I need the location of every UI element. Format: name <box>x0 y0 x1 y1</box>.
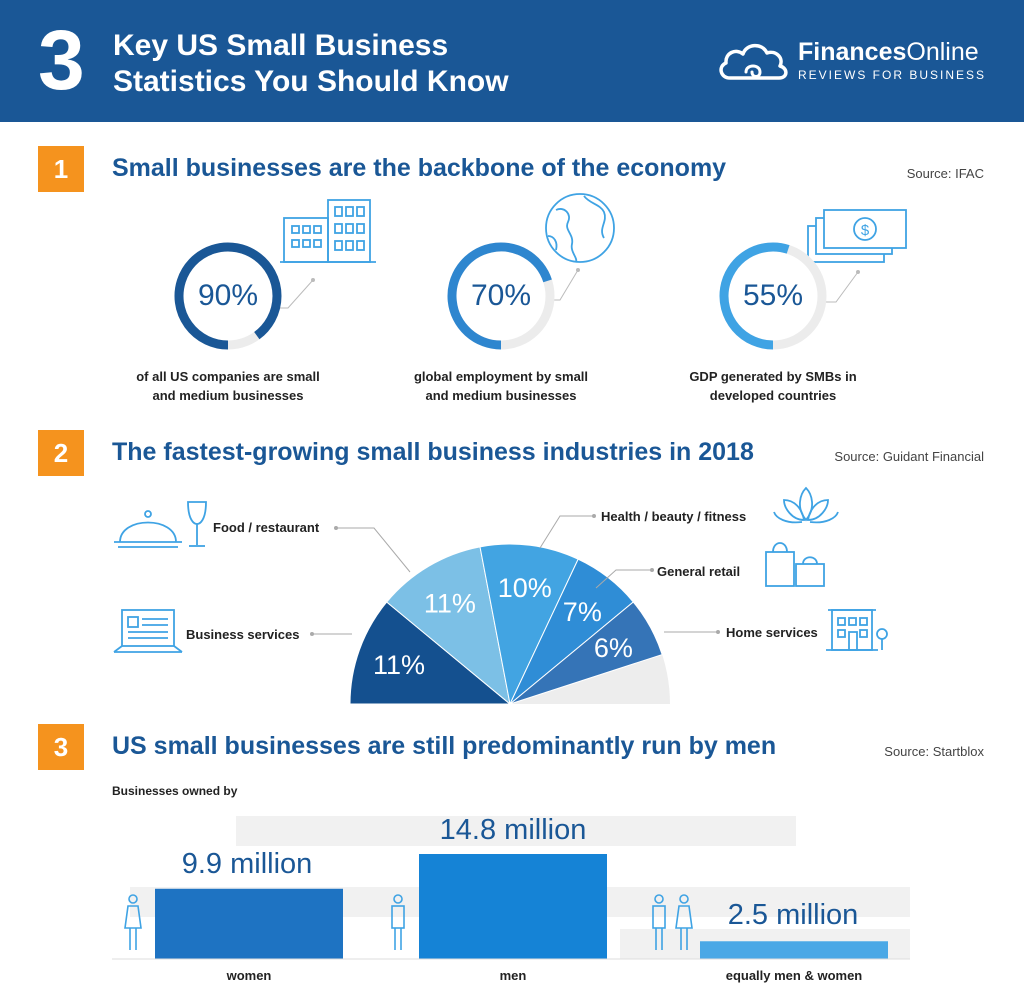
shopping-bags-icon <box>765 542 825 587</box>
logo-regular: Online <box>906 38 979 66</box>
leader-dot-retail <box>650 568 654 572</box>
title-line-2: Statistics You Should Know <box>113 65 509 98</box>
stat-1-ring-arc <box>174 242 282 350</box>
bar-label-men: men <box>499 968 527 983</box>
bar-value-women: 9.9 million <box>181 848 313 880</box>
stat-3-ring-arc <box>719 242 790 350</box>
svg-text:$: $ <box>861 222 870 239</box>
house-icon <box>826 609 888 651</box>
header-number: 3 <box>38 13 85 107</box>
title-line-1: Key US Small Business <box>113 29 449 62</box>
leader-dot-food <box>334 526 338 530</box>
pie-slice-labels: 11% 11% 10% 7% 6% <box>373 573 633 680</box>
section-3-source: Source: Startblox <box>884 744 984 759</box>
man-and-woman-icon <box>652 894 693 950</box>
leader-dot-home <box>716 630 720 634</box>
pie-label-health: 10% <box>498 573 552 603</box>
industry-label-business: Business services <box>186 627 300 642</box>
bar-men <box>419 854 607 959</box>
logo-wordmark: FinancesOnline <box>798 38 979 66</box>
section-2-source: Source: Guidant Financial <box>834 449 984 464</box>
section-1-source: Source: IFAC <box>906 166 984 181</box>
stat-2-caption: global employment by small and medium bu… <box>391 367 611 405</box>
money-icon: $ <box>807 209 907 263</box>
pie-leader-lines <box>310 514 720 636</box>
section-3-title: US small businesses are still predominan… <box>112 732 777 760</box>
stat-3-percent: 55% <box>742 279 804 312</box>
industry-label-health: Health / beauty / fitness <box>601 509 747 524</box>
cloche-icon <box>114 501 207 548</box>
cloud-icon <box>719 43 788 80</box>
leader-food <box>336 527 411 573</box>
logo-tagline: REVIEWS FOR BUSINESS <box>798 68 987 82</box>
stat-2-percent: 70% <box>470 279 532 312</box>
pie-label-retail: 7% <box>563 597 602 627</box>
bar-equal <box>700 941 888 959</box>
industry-label-food: Food / restaurant <box>213 520 320 535</box>
industry-label-home: Home services <box>726 625 818 640</box>
financesonline-logo: FinancesOnline REVIEWS FOR BUSINESS <box>716 36 1006 86</box>
buildings-icon <box>280 199 376 263</box>
stat-1-caption-line-2: and medium businesses <box>152 388 304 403</box>
stat-2-caption-line-1: global employment by small <box>413 369 589 384</box>
header-banner: 3 Key US Small Business Statistics You S… <box>0 0 1024 122</box>
logo-bold: Finances <box>798 38 907 66</box>
businesses-owned-label: Businesses owned by <box>112 784 238 798</box>
section-3-number: 3 <box>38 724 84 770</box>
stat-3-caption: GDP generated by SMBs in developed count… <box>663 367 883 405</box>
bar-label-equal: equally men & women <box>725 968 863 983</box>
man-icon <box>391 894 405 950</box>
section-1-number: 1 <box>38 146 84 192</box>
pie-slice-health <box>479 543 579 706</box>
bar-women <box>155 888 343 959</box>
stat-3-caption-line-2: developed countries <box>709 388 837 403</box>
bar-label-women: women <box>226 968 272 983</box>
bars <box>155 854 888 959</box>
leader-health <box>539 515 594 549</box>
pie-slice-home <box>509 601 663 705</box>
pie-slice-business <box>349 601 512 705</box>
stat-1-caption-line-1: of all US companies are small <box>136 369 320 384</box>
pie-slice-food <box>386 546 511 706</box>
stat-2-caption-line-2: and medium businesses <box>425 388 577 403</box>
pie-label-home: 6% <box>594 633 633 663</box>
bar-value-equal: 2.5 million <box>727 899 859 931</box>
stat-1-caption: of all US companies are small and medium… <box>118 367 338 405</box>
woman-icon <box>124 894 142 950</box>
stat-1-percent: 90% <box>197 279 259 312</box>
leader-dot-business <box>310 632 314 636</box>
bar-value-men: 14.8 million <box>439 814 587 846</box>
stat-3-caption-line-1: GDP generated by SMBs in <box>689 369 857 384</box>
leader-dot-health <box>592 514 596 518</box>
section-2-title: The fastest-growing small business indus… <box>112 438 754 466</box>
section-2-number: 2 <box>38 430 84 476</box>
industry-label-retail: General retail <box>657 564 741 579</box>
lotus-icon <box>773 486 839 524</box>
leader-retail <box>595 569 652 589</box>
pie-label-business: 11% <box>373 650 425 680</box>
globe-icon <box>545 193 615 263</box>
page-title: Key US Small Business Statistics You Sho… <box>113 28 509 100</box>
laptop-icon <box>113 609 183 653</box>
pie-slices <box>349 543 670 706</box>
stat-2-ring-arc <box>447 242 552 350</box>
pie-label-food: 11% <box>424 588 476 618</box>
stat-rings <box>174 242 827 350</box>
section-1-title: Small businesses are the backbone of the… <box>112 154 727 182</box>
